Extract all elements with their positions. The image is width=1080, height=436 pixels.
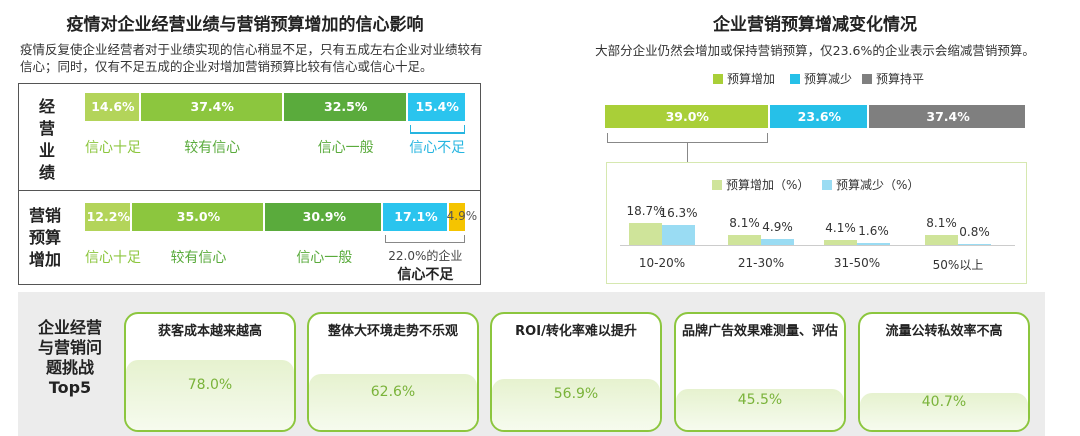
card-fill: 78.0% [126,359,294,430]
bracket [607,133,768,143]
value-label: 45.5% [737,391,783,408]
bracket [385,235,466,243]
panel-title: 题挑战 [45,358,94,377]
card-title: ROI/转化率难以提升 [515,324,637,339]
value-label: 14.6% [91,99,135,114]
value-label: 18.7% [626,203,665,218]
x-tick-label: 21-30% [737,256,785,270]
row-label: 营销预算增加 [28,206,61,269]
value-label: 8.1% [729,216,760,231]
legend-swatch [822,180,832,190]
panel-title: 与营销问 [37,338,102,357]
left-frame [18,83,481,285]
segment-label: 信心十足 [85,140,141,156]
x-tick-label: 50%以上 [932,258,984,272]
bracket-stem [687,143,689,162]
value-label: 1.6% [858,224,889,239]
legend-swatch [862,74,872,84]
card-fill: 45.5% [676,389,844,430]
value-label: 32.5% [324,99,368,114]
bar [662,225,695,245]
bar [925,235,958,245]
segment-label: 信心十足 [85,250,141,266]
bar-segment: 39.0% [605,105,770,128]
value-label: 35.0% [176,209,221,224]
segment-label: 较有信心 [170,250,227,266]
bar-segment [448,203,468,231]
card-title: 流量公转私效率不高 [885,324,1003,339]
row-divider [18,190,481,191]
card-fill: 40.7% [860,393,1028,430]
segment-label: 较有信心 [184,140,241,156]
value-label: 4.1% [825,221,856,236]
legend-swatch [790,74,800,84]
segment-label: 信心不足 [409,140,466,156]
segment-label: 信心一般 [296,250,353,266]
subtitle: 疫情反复使企业经营者对于业绩实现的信心稍显不足，只有五成左右企业对业绩较有信心；… [20,42,483,74]
value-label: 30.9% [302,209,346,224]
value-label: 4.9% [762,220,793,235]
x-tick-label: 31-50% [833,256,881,270]
bar-segment: 37.4% [140,93,284,121]
value-label: 62.6% [370,383,416,400]
card-title: 整体大环境走势不乐观 [327,324,458,339]
bar [728,235,761,245]
card-fill: 56.9% [492,378,660,430]
legend-swatch [712,180,722,190]
value-label: 17.1% [394,209,438,224]
value-label: 39.0% [665,109,709,124]
bar-segment: 12.2% [85,203,132,231]
bar-segment: 35.0% [131,203,266,231]
value-label: 15.4% [415,99,459,114]
value-label: 16.3% [659,206,698,221]
bracket [409,133,465,141]
right-detail-frame [606,162,1027,284]
bar-segment: 37.4% [869,105,1027,128]
legend-label: 预算减少 [804,72,853,86]
value-label: 37.4% [926,109,970,124]
value-label: 8.1% [926,216,957,231]
bar-segment: 30.9% [265,203,384,231]
bar [857,243,890,245]
chart-title: 疫情对企业经营业绩与营销预算增加的信心影响 [66,15,424,35]
baseline [620,245,1015,246]
bar-segment: 23.6% [769,105,870,128]
value-label: 78.0% [187,376,233,393]
annotation: 22.0%的企业 [388,249,463,263]
value-label: 56.9% [553,386,599,403]
value-label: 37.4% [190,99,234,114]
card-fill: 62.6% [309,373,477,430]
card-title: 品牌广告效果难测量、评估 [681,324,838,339]
value-label: 4.9% [446,209,478,223]
legend-label: 预算增加（%） [726,178,810,192]
panel-title: 企业经营 [37,318,102,337]
bar [958,244,991,245]
value-label: 12.2% [86,209,130,224]
bar-segment: 14.6% [85,93,141,121]
panel-title: Top5 [48,378,92,397]
annotation: 信心不足 [397,267,454,283]
value-label: 0.8% [959,225,990,240]
value-label: 23.6% [797,109,842,124]
x-tick-label: 10-20% [638,256,686,270]
subtitle: 大部分企业仍然会增加或保持营销预算，仅23.6%的企业表示会缩减营销预算。 [595,43,1035,58]
legend-label: 预算持平 [876,72,925,86]
legend-swatch [713,74,723,84]
bar-segment: 15.4% [407,93,467,121]
bar [824,240,857,245]
segment-label: 信心一般 [317,140,374,156]
bracket [409,125,465,133]
bar [761,239,794,245]
legend-label: 预算减少（%） [836,178,920,192]
bar-segment: 17.1% [383,203,449,231]
legend-label: 预算增加 [727,72,776,86]
value-label: 40.7% [921,393,967,410]
chart-title: 企业营销预算增减变化情况 [713,15,917,35]
row-label: 经营业绩 [38,97,55,182]
bar-segment: 32.5% [283,93,408,121]
bar [629,222,662,245]
card-title: 获客成本越来越高 [157,324,262,339]
